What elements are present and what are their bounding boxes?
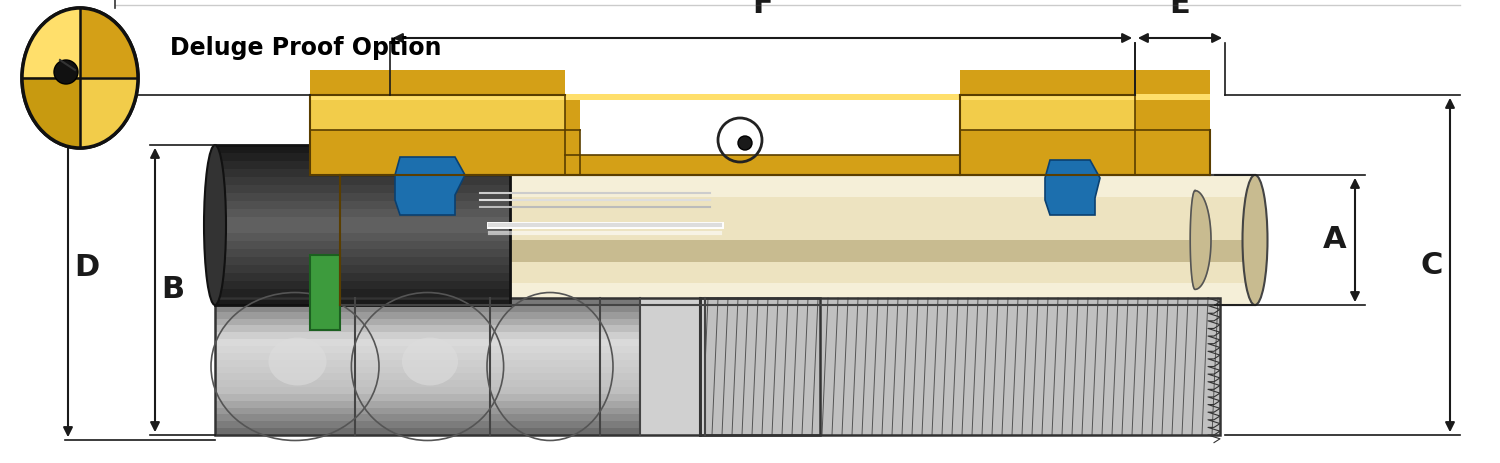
Bar xyxy=(214,257,510,265)
Bar xyxy=(340,219,1256,240)
Bar xyxy=(214,209,510,217)
Ellipse shape xyxy=(402,338,457,386)
Bar xyxy=(310,95,580,175)
Polygon shape xyxy=(1046,160,1100,215)
Text: C: C xyxy=(1420,250,1443,280)
Bar xyxy=(214,201,510,209)
Text: D: D xyxy=(75,253,99,282)
Bar xyxy=(214,380,820,387)
Bar xyxy=(214,428,820,435)
Bar xyxy=(214,298,820,305)
Bar xyxy=(310,95,566,130)
Bar xyxy=(310,130,440,155)
Polygon shape xyxy=(22,8,80,78)
Text: E: E xyxy=(1170,0,1191,19)
Bar xyxy=(214,346,820,353)
Bar xyxy=(214,241,510,249)
Bar xyxy=(214,394,820,401)
Polygon shape xyxy=(22,78,80,148)
Polygon shape xyxy=(310,255,340,330)
Bar xyxy=(214,414,820,421)
Bar xyxy=(214,325,820,332)
Bar xyxy=(214,217,510,225)
Bar xyxy=(214,312,820,319)
Bar xyxy=(214,153,510,161)
Bar xyxy=(214,367,820,373)
Bar xyxy=(340,175,1256,197)
Circle shape xyxy=(54,60,78,84)
Bar xyxy=(214,249,510,257)
Circle shape xyxy=(738,136,752,150)
Bar xyxy=(340,283,1256,305)
Bar xyxy=(214,193,510,201)
Bar xyxy=(214,319,820,325)
Bar xyxy=(214,401,820,407)
Bar xyxy=(214,373,820,380)
Bar xyxy=(214,161,510,169)
Bar xyxy=(214,339,820,346)
Polygon shape xyxy=(1190,191,1210,289)
Bar xyxy=(700,298,1220,435)
Bar xyxy=(214,145,510,305)
Bar xyxy=(340,262,1256,283)
Bar xyxy=(214,360,820,367)
Bar xyxy=(214,145,510,153)
Bar xyxy=(214,353,820,360)
Bar xyxy=(214,265,510,273)
Bar xyxy=(640,298,705,435)
Bar xyxy=(214,289,510,297)
Bar xyxy=(580,155,960,175)
Bar xyxy=(1136,70,1210,100)
Polygon shape xyxy=(80,8,138,78)
Polygon shape xyxy=(394,157,465,215)
Bar xyxy=(214,169,510,177)
Bar xyxy=(340,175,1256,305)
Text: F: F xyxy=(752,0,772,19)
Bar xyxy=(700,298,1220,435)
Polygon shape xyxy=(80,78,138,148)
Bar xyxy=(310,94,1210,100)
Bar xyxy=(214,225,510,233)
Text: A: A xyxy=(1323,225,1347,255)
Bar xyxy=(214,233,510,241)
Bar xyxy=(340,240,1256,262)
Bar xyxy=(214,421,820,428)
Bar xyxy=(214,407,820,414)
Bar xyxy=(960,95,1136,130)
Ellipse shape xyxy=(204,145,226,305)
Bar xyxy=(340,197,1256,219)
Bar xyxy=(310,130,470,175)
Bar xyxy=(310,155,1210,175)
Bar xyxy=(214,387,820,394)
Bar xyxy=(310,70,566,100)
Bar xyxy=(960,95,1210,175)
Text: Deluge Proof Option: Deluge Proof Option xyxy=(170,36,441,60)
Ellipse shape xyxy=(22,8,138,148)
Bar xyxy=(214,281,510,289)
Bar xyxy=(214,297,510,305)
Bar xyxy=(960,70,1136,100)
Ellipse shape xyxy=(268,338,327,386)
Bar xyxy=(214,305,820,312)
Text: B: B xyxy=(162,275,184,305)
Bar xyxy=(214,185,510,193)
Bar xyxy=(1136,95,1210,155)
Bar xyxy=(214,298,820,435)
Bar xyxy=(214,273,510,281)
Bar xyxy=(214,332,820,339)
Ellipse shape xyxy=(1242,175,1268,305)
Bar xyxy=(214,177,510,185)
